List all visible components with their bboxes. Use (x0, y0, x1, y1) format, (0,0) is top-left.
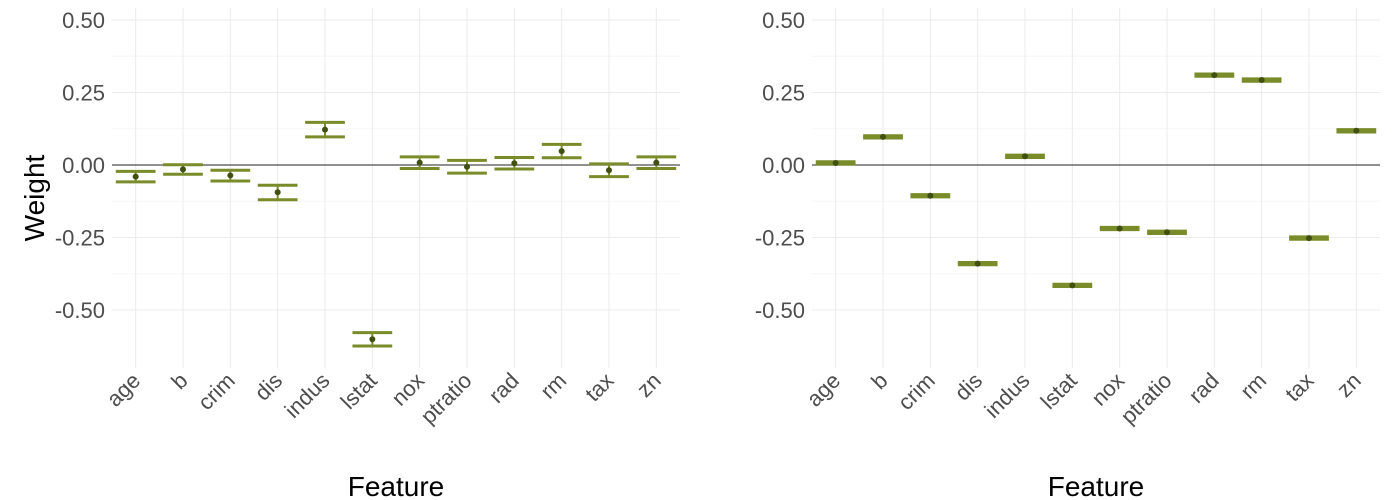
x-tick-label: crim (893, 368, 940, 415)
errorbar-age (115, 169, 156, 184)
data-point (1211, 72, 1218, 79)
x-tick-label: lstat (1036, 368, 1082, 414)
y-tick-label: -0.50 (755, 298, 805, 323)
errorbar-rm (541, 142, 582, 160)
data-point (1258, 77, 1265, 84)
data-point (274, 189, 281, 196)
errorbar-nox (399, 155, 440, 170)
errorbar-tax (589, 162, 629, 179)
data-point (511, 160, 518, 167)
data-point (1306, 235, 1312, 242)
x-tick-label: rad (1184, 368, 1224, 408)
errorbar-ptratio (1147, 229, 1187, 236)
y-tick-label: 0.00 (62, 153, 105, 178)
x-tick-label: zn (1332, 368, 1366, 402)
errorbar-dis (257, 183, 298, 202)
x-tick-label: zn (632, 368, 666, 402)
x-tick-label: age (102, 368, 146, 412)
errorbar-lstat (352, 331, 393, 348)
errorbar-rad (1194, 72, 1235, 79)
y-tick-label: 0.50 (762, 8, 805, 33)
y-tick-label: -0.50 (55, 298, 105, 323)
errorbar-b (863, 133, 903, 140)
data-point (464, 163, 470, 170)
x-tick-label: dis (950, 368, 988, 406)
errorbar-nox (1099, 225, 1140, 232)
x-axis-title: Feature (1048, 471, 1145, 500)
data-point (974, 260, 981, 267)
x-tick-label: ptratio (1116, 368, 1177, 429)
data-point (1353, 127, 1360, 134)
data-point (1164, 229, 1170, 236)
errorbar-rm (1241, 77, 1282, 84)
errorbar-age (815, 159, 856, 166)
data-point (132, 173, 139, 180)
x-tick-label: b (166, 368, 192, 394)
data-point (832, 159, 839, 166)
errorbar-tax (1289, 235, 1329, 242)
x-tick-label: rm (535, 368, 571, 404)
x-tick-label: b (866, 368, 892, 394)
errorbar-b (163, 163, 203, 176)
x-tick-label: lstat (336, 368, 382, 414)
x-tick-label: tax (1280, 368, 1318, 406)
y-tick-label: 0.50 (62, 8, 105, 33)
data-point (180, 166, 186, 173)
errorbar-zn (1336, 127, 1377, 134)
x-tick-label: indus (280, 368, 335, 423)
data-point (1022, 153, 1028, 160)
errorbar-ptratio (447, 158, 487, 175)
errorbar-rad (494, 155, 535, 171)
y-tick-label: 0.25 (762, 81, 805, 106)
data-point (880, 133, 886, 140)
data-point (369, 336, 376, 343)
errorbar-indus (1005, 153, 1045, 160)
data-point (927, 192, 934, 199)
errorbar-lstat (1052, 282, 1093, 289)
x-tick-label: tax (580, 368, 618, 406)
x-tick-label: rad (484, 368, 524, 408)
x-tick-label: ptratio (416, 368, 477, 429)
y-axis-title: Weight (19, 154, 50, 241)
y-tick-label: -0.25 (755, 226, 805, 251)
errorbar-crim (210, 168, 251, 183)
data-point (227, 172, 234, 179)
errorbar-dis (957, 260, 998, 267)
data-point (653, 159, 660, 166)
x-tick-label: dis (250, 368, 288, 406)
errorbar-zn (636, 155, 677, 170)
data-point (1116, 225, 1123, 232)
errorbar-crim (910, 192, 951, 199)
data-point (1069, 282, 1076, 289)
data-point (322, 126, 328, 133)
x-tick-label: indus (980, 368, 1035, 423)
x-tick-label: crim (193, 368, 240, 415)
data-point (416, 159, 423, 166)
errorbar-indus (305, 120, 345, 139)
y-tick-label: 0.25 (62, 81, 105, 106)
y-tick-label: -0.25 (55, 226, 105, 251)
x-tick-label: age (802, 368, 846, 412)
x-axis-title: Feature (348, 471, 445, 500)
x-tick-label: rm (1235, 368, 1271, 404)
y-tick-label: 0.00 (762, 153, 805, 178)
data-point (558, 148, 565, 155)
data-point (606, 167, 612, 174)
